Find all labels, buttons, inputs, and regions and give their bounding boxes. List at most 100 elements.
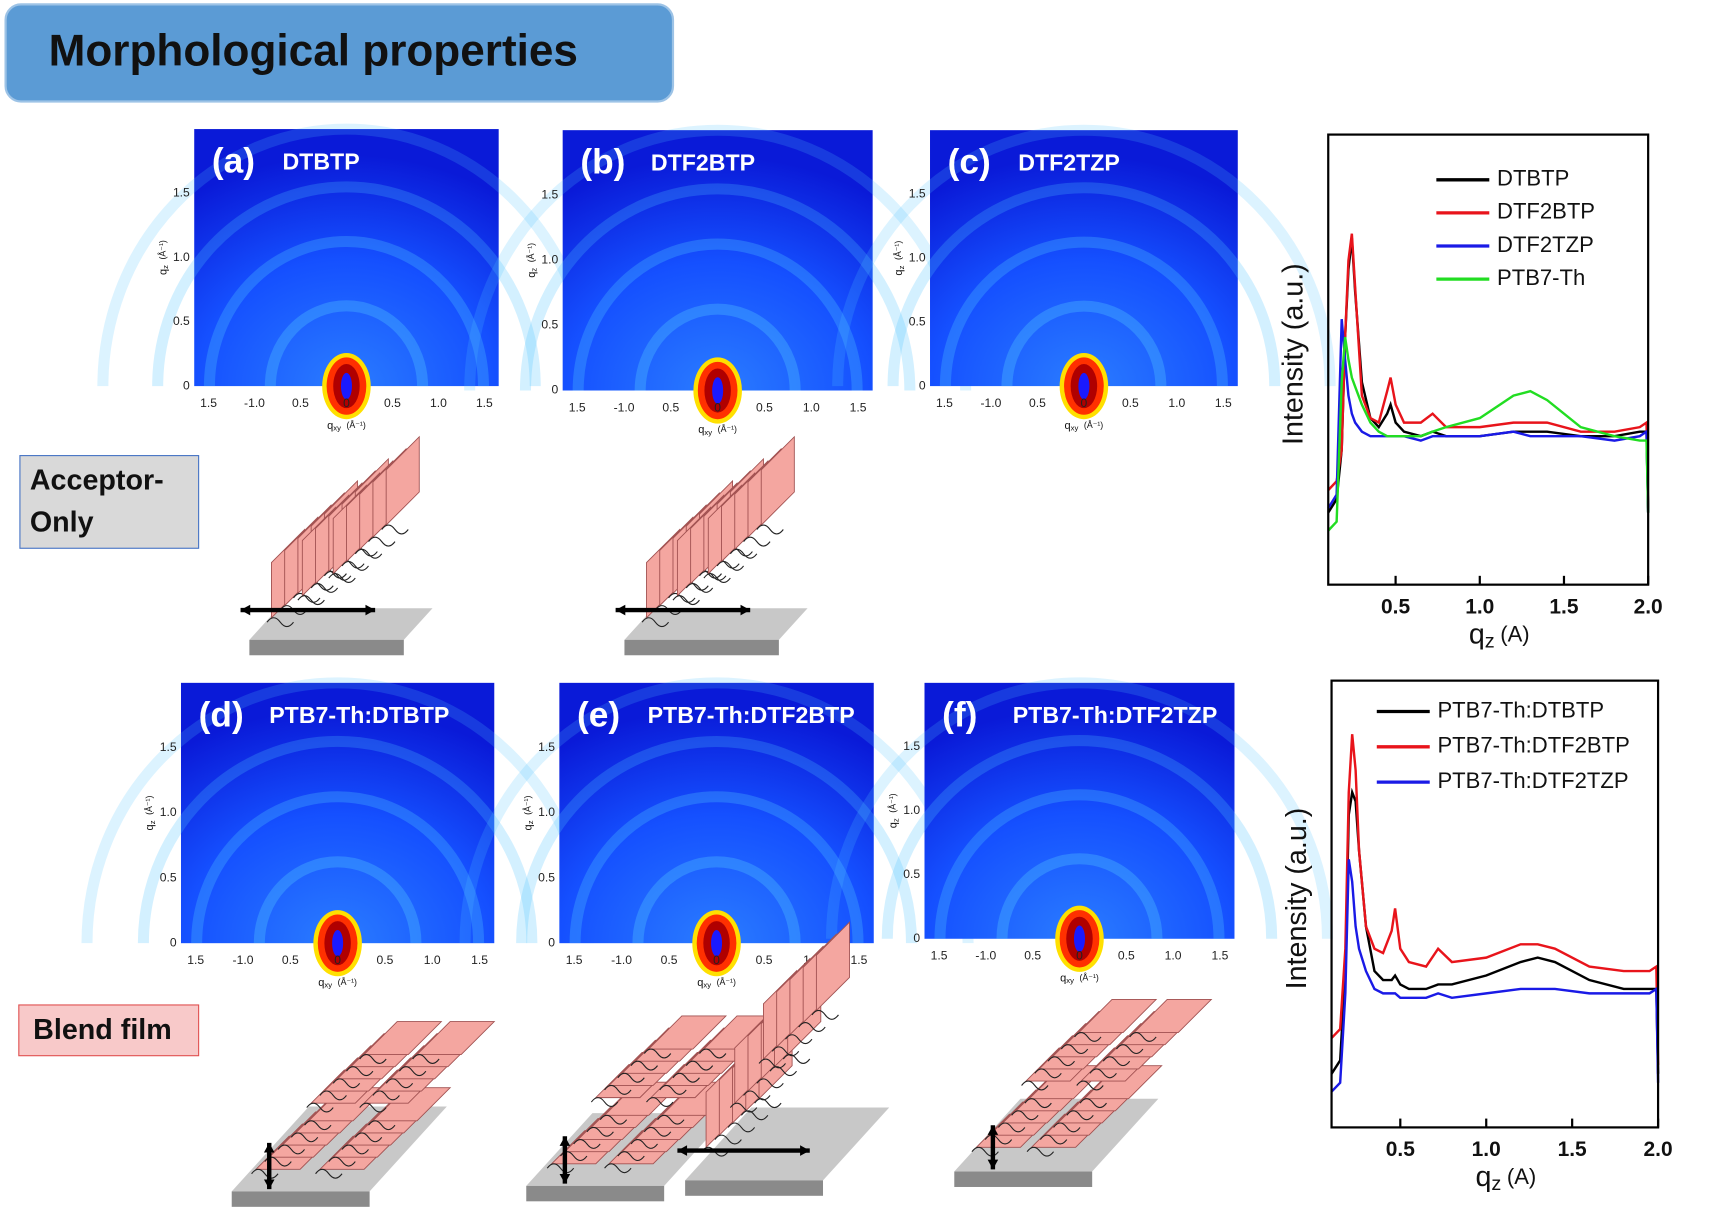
- y-tick-label: 0.5: [160, 870, 177, 884]
- axis-label: qz (Å⁻¹): [893, 241, 906, 276]
- scattering-ring: [832, 124, 1336, 387]
- side-chain: [306, 1102, 334, 1113]
- y-tick-label: 0: [170, 935, 177, 949]
- side-chain: [346, 1066, 374, 1077]
- side-chain: [771, 1046, 800, 1057]
- x-tick-label: 0.5: [282, 953, 299, 967]
- arrow-head: [263, 1142, 275, 1153]
- side-chain: [984, 1134, 1013, 1145]
- plot-frame: [1327, 133, 1650, 586]
- giwaxs-image: [924, 682, 1235, 939]
- side-chain: [319, 1090, 347, 1101]
- side-chain: [359, 1102, 387, 1113]
- axis-label-sub: xy: [703, 981, 711, 990]
- x-tick-label: 0.5: [661, 953, 678, 967]
- side-chain: [1066, 1110, 1094, 1121]
- side-chain: [251, 1168, 279, 1179]
- series-line: [1330, 859, 1660, 1093]
- scattering-ring: [152, 181, 541, 387]
- side-chain: [769, 1066, 797, 1077]
- side-chain: [354, 1132, 383, 1143]
- x-tick-label: 1.0: [1168, 396, 1185, 410]
- scattering-ring: [137, 735, 538, 944]
- side-chain: [385, 1078, 414, 1089]
- panel-name: DTBTP: [282, 148, 359, 174]
- axis-label-main: q: [1065, 420, 1071, 432]
- axis-label-main: q: [1060, 972, 1066, 984]
- giwaxs-image: [930, 130, 1238, 387]
- y-tick-label: 1.5: [541, 187, 558, 201]
- side-chain: [1060, 1044, 1089, 1055]
- legend-label: PTB7-Th: [1497, 265, 1585, 290]
- scattering-ring: [1001, 300, 1167, 387]
- side-chain: [1116, 1044, 1144, 1055]
- side-chain: [398, 1066, 427, 1077]
- scattering-ring: [934, 789, 1225, 939]
- molecule-plane: [647, 1015, 727, 1050]
- side-chain: [1039, 1134, 1068, 1145]
- x-tick-label: -1.0: [244, 396, 265, 410]
- molecule-plane: [415, 1021, 496, 1056]
- x-tick-label: 1.5: [200, 396, 217, 410]
- side-chain: [643, 1126, 672, 1137]
- axis-label-main: q: [1469, 618, 1485, 650]
- legend-label: DTF2TZP: [1497, 232, 1594, 257]
- legend-label: DTF2BTP: [1497, 199, 1595, 224]
- row-label: Only: [30, 507, 94, 539]
- axis-label: qz (Å⁻¹): [522, 796, 535, 831]
- y-tick-label: 1.0: [903, 803, 920, 817]
- arrow-head: [365, 604, 376, 616]
- axis-label-sub: z: [530, 268, 539, 272]
- panel-tag: (a): [212, 142, 255, 181]
- molecule-plane: [1077, 999, 1158, 1033]
- panel-name: PTB7-Th:DTF2BTP: [648, 702, 855, 728]
- substrate-top: [685, 1107, 890, 1181]
- side-chain: [573, 1138, 601, 1149]
- legend-label: PTB7-Th:DTF2BTP: [1437, 733, 1629, 758]
- axis-label-unit: (Å⁻¹): [1080, 973, 1099, 983]
- side-chain: [1129, 1031, 1157, 1042]
- side-chain: [756, 524, 784, 535]
- y-axis-label: Intensity (a.u.): [1281, 808, 1313, 990]
- axis-label: qxy (Å⁻¹): [1060, 972, 1099, 985]
- side-chain: [546, 1163, 575, 1174]
- axis-label-main: q: [327, 420, 333, 432]
- axis-label-unit: (Å⁻¹): [1084, 420, 1103, 430]
- axis-label: qz (Å⁻¹): [144, 796, 157, 831]
- title: Morphological properties: [49, 27, 578, 76]
- arrow-head: [800, 1145, 810, 1156]
- substrate-side: [231, 1191, 370, 1207]
- series-line: [1327, 336, 1650, 532]
- x-tick-label: 1.0: [1465, 595, 1494, 618]
- legend-label: PTB7-Th:DTBTP: [1437, 697, 1604, 722]
- giwaxs-image: [562, 130, 873, 391]
- x-tick-label: 0.5: [384, 396, 401, 410]
- axis-label-sub: xy: [1071, 424, 1079, 433]
- side-chain: [672, 595, 700, 606]
- molecule-plane: [760, 435, 795, 527]
- x-tick-label: 0.5: [1122, 396, 1139, 410]
- panel-name: DTF2TZP: [1018, 149, 1120, 175]
- axis-label: qxy (Å⁻¹): [318, 977, 357, 990]
- axis-label-main: q: [893, 269, 905, 275]
- series-line: [1330, 734, 1660, 1065]
- x-tick-label: 1.0: [424, 953, 441, 967]
- y-tick-label: 1.0: [160, 805, 177, 819]
- side-chain: [332, 1078, 361, 1089]
- y-tick-label: 0.5: [903, 867, 920, 881]
- legend-label: PTB7-Th:DTF2TZP: [1437, 768, 1628, 793]
- side-chain: [590, 1097, 619, 1107]
- arrow-head: [987, 1125, 999, 1135]
- y-tick-label: 1.5: [903, 739, 920, 753]
- scattering-ring: [191, 791, 485, 944]
- scattering-ring: [825, 677, 1333, 939]
- side-chain: [1079, 1098, 1107, 1109]
- x-tick-label: 1.5: [1211, 949, 1228, 963]
- x-tick-label: 1.0: [430, 396, 447, 410]
- x-tick-label: 1.5: [471, 953, 488, 967]
- x-tick-label: 0.5: [756, 400, 773, 414]
- side-chain: [599, 1114, 628, 1125]
- side-chain: [604, 1163, 632, 1174]
- giwaxs-image: [559, 682, 874, 944]
- side-chain: [297, 595, 325, 606]
